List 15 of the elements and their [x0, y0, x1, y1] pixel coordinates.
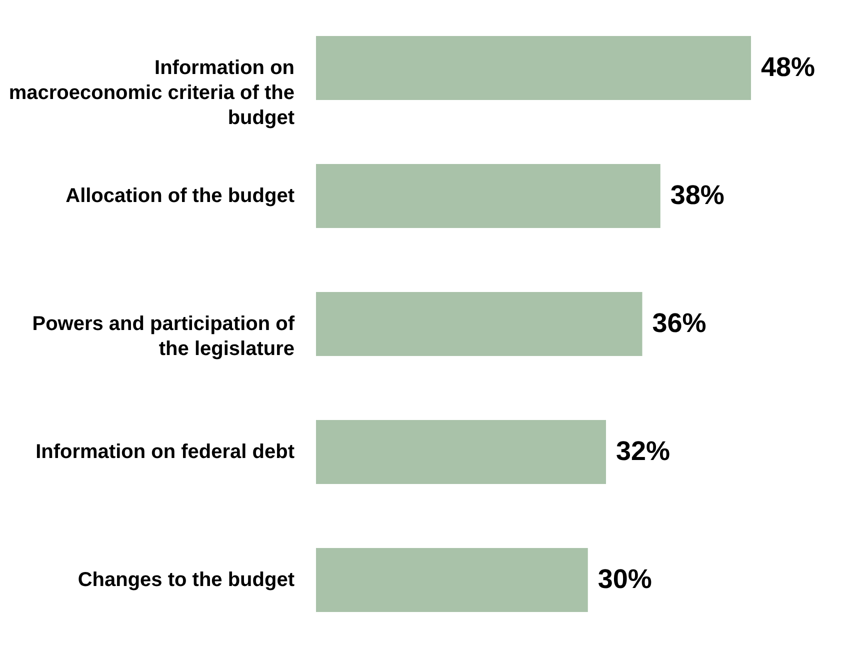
data-label: 30% — [598, 564, 652, 594]
bar — [316, 36, 751, 100]
bar — [316, 548, 588, 612]
data-label: 32% — [616, 436, 670, 466]
data-label: 36% — [652, 308, 706, 338]
y-tick-label: Powers and participation of the legislature — [32, 313, 295, 360]
data-label: 38% — [670, 180, 724, 210]
y-tick-label: Changes to the budget — [78, 569, 295, 591]
bar — [316, 292, 642, 356]
bar — [316, 164, 660, 228]
y-tick-label: Allocation of the budget — [66, 185, 295, 207]
y-tick-label: Information on macroeconomic criteria of the budget — [8, 57, 295, 129]
y-tick-label: Information on federal debt — [36, 441, 295, 463]
data-label: 48% — [761, 52, 816, 82]
bar — [316, 420, 606, 484]
